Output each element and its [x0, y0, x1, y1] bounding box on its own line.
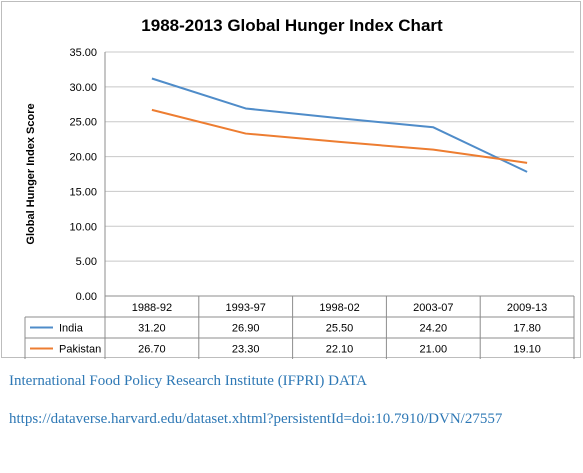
data-table: 1988-92 1993-97 1998-02 2003-07 2009-13 India… [24, 295, 575, 359]
y-tick-label: 30.00 [69, 82, 97, 94]
x-tick-label: 1988-92 [132, 302, 172, 314]
x-tick-label: 2009-13 [507, 302, 547, 314]
x-tick-label: 2003-07 [413, 302, 453, 314]
y-tick-label: 15.00 [69, 186, 97, 198]
data-label: 22.10 [326, 344, 354, 356]
y-tick-labels: 0.00 5.00 10.00 15.00 20.00 25.00 30.00 35.00 [69, 47, 97, 303]
series-line-pakistan [151, 108, 528, 164]
legend-label: Pakistan [59, 344, 101, 356]
data-label: 31.20 [138, 323, 166, 335]
data-label: 17.80 [513, 323, 541, 335]
data-label: 24.20 [420, 323, 448, 335]
x-tick-label: 1993-97 [226, 302, 266, 314]
y-tick-label: 20.00 [69, 152, 97, 164]
data-label: 23.30 [232, 344, 260, 356]
y-tick-label: 5.00 [76, 256, 97, 268]
data-label: 19.10 [513, 344, 541, 356]
gridlines [104, 51, 574, 297]
data-label: 26.70 [138, 344, 166, 356]
series-lines [151, 77, 528, 173]
y-tick-label: 25.00 [69, 117, 97, 129]
source-organization: International Food Policy Research Insti… [9, 373, 367, 389]
y-tick-label: 10.00 [69, 221, 97, 233]
y-tick-label: 0.00 [76, 291, 97, 303]
y-axis-label: Global Hunger Index Score [25, 103, 37, 244]
source-url[interactable]: https://dataverse.harvard.edu/dataset.xh… [9, 411, 503, 427]
chart-frame: 1988-2013 Global Hunger Index Chart Glob… [1, 1, 581, 359]
series-line-india [151, 77, 528, 173]
data-label: 21.00 [420, 344, 448, 356]
chart-svg: 1988-2013 Global Hunger Index Chart Glob… [24, 16, 575, 359]
y-tick-label: 35.00 [69, 47, 97, 59]
data-label: 26.90 [232, 323, 260, 335]
x-tick-label: 1998-02 [319, 302, 359, 314]
chart-title: 1988-2013 Global Hunger Index Chart [141, 16, 443, 35]
data-label: 25.50 [326, 323, 354, 335]
legend-label: India [59, 323, 84, 335]
